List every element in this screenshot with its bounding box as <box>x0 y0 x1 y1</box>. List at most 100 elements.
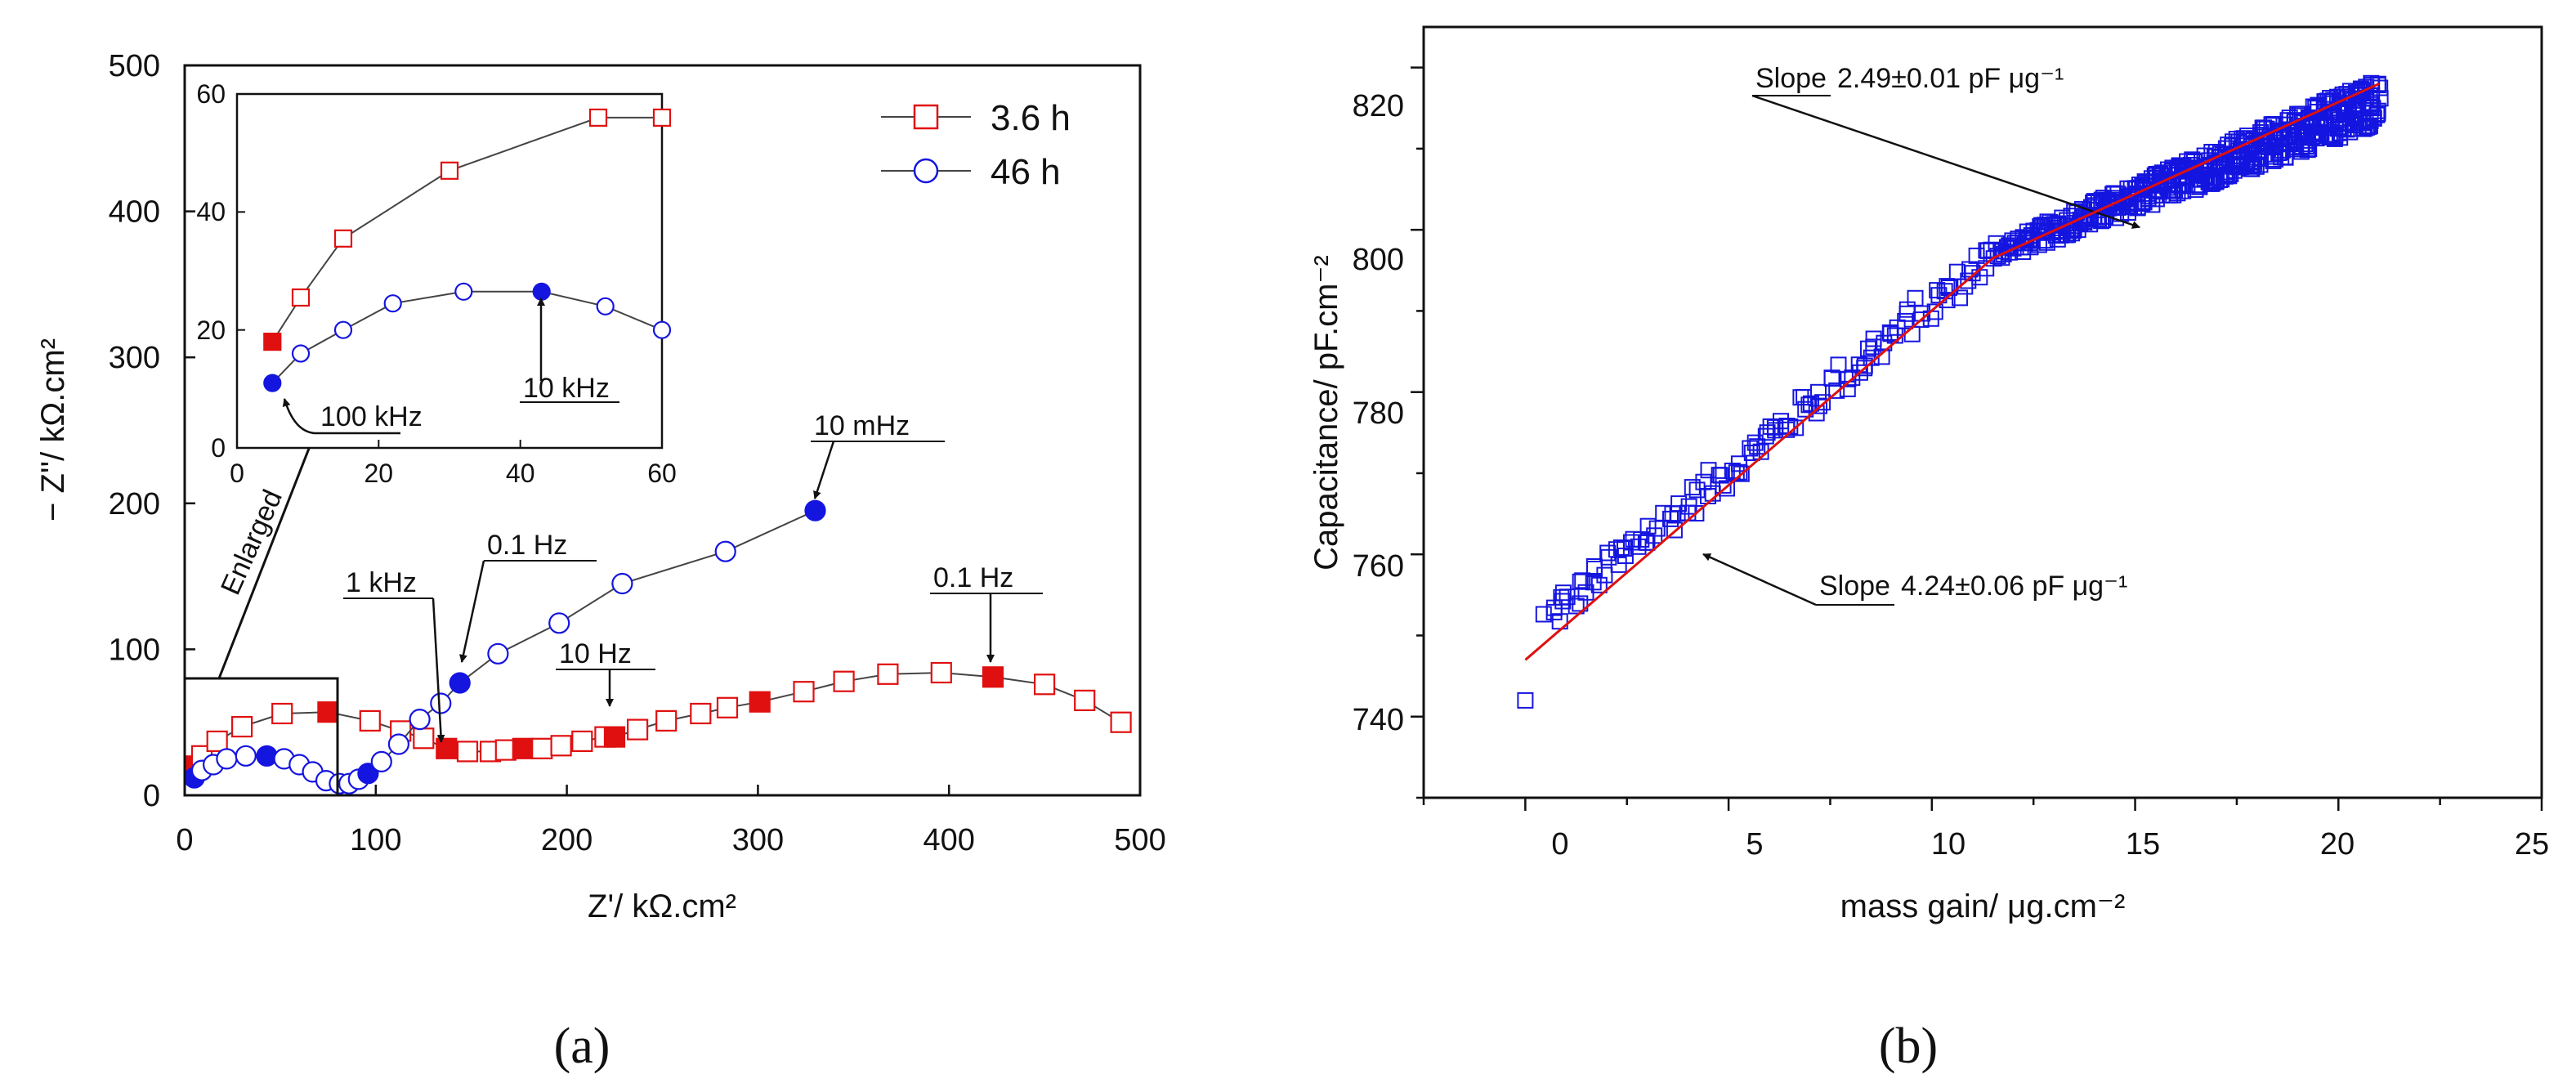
chart-a-annotation-leader <box>813 441 835 499</box>
series-46h-point <box>487 642 509 665</box>
chart-b-ytick-label: 740 <box>1353 703 1404 737</box>
chart-b-ylabel: Capacitance/ pF.cm⁻² <box>1308 255 1344 571</box>
series-36h-point <box>456 741 479 763</box>
chart-b: 0 5 10 15 20 25 740 760 780 800 820 mass… <box>1308 25 2549 1074</box>
capacitance-point <box>2369 75 2386 92</box>
series-36h-point <box>1074 689 1096 712</box>
chart-b-ytick-label: 800 <box>1353 243 1404 277</box>
capacitance-point <box>1773 413 1789 430</box>
series-36h-point <box>512 737 534 759</box>
chart-b-series <box>1517 74 2389 709</box>
legend-label-46h: 46 h <box>991 152 1061 192</box>
inset-series-36h-point <box>588 108 608 127</box>
inset-series-46h-point <box>263 374 282 392</box>
capacitance-point <box>1554 593 1572 610</box>
chart-a-inset-xtick-label: 20 <box>364 459 394 488</box>
chart-a-ytick-label: 300 <box>109 341 160 375</box>
chart-a-inset-ytick-label: 40 <box>196 197 226 226</box>
chart-a-inset-frame <box>235 92 664 450</box>
inset-series-46h-point <box>291 344 311 363</box>
chart-a-annotation-10mhz: 10 mHz <box>814 410 910 441</box>
series-46h-point <box>235 745 257 767</box>
series-36h-point <box>271 702 293 725</box>
chart-a-annotation-10khz: 10 kHz <box>523 373 610 404</box>
chart-b-annotation-leader <box>1751 94 2140 229</box>
inset-series-36h-point <box>291 288 311 307</box>
capacitance-point <box>1762 418 1779 435</box>
chart-b-ytick-label: 820 <box>1353 89 1404 123</box>
capacitance-point <box>1810 383 1827 401</box>
series-46h-point <box>216 748 238 770</box>
chart-a-annotation-leader <box>282 398 400 435</box>
chart-b-xlabel: mass gain/ μg.cm⁻² <box>1840 888 2126 924</box>
chart-b-xtick-labels: 0 5 10 15 20 25 <box>1551 827 2549 862</box>
series-36h-point <box>1110 711 1132 733</box>
capacitance-point <box>1585 558 1603 575</box>
series-36h-point <box>930 661 952 684</box>
capacitance-point <box>1733 465 1750 482</box>
capacitance-point <box>1830 356 1847 374</box>
chart-b-panel-label: (b) <box>1879 1018 1938 1074</box>
chart-a-series <box>183 499 1132 794</box>
capacitance-point <box>1568 597 1585 615</box>
capacitance-point <box>1639 517 1657 535</box>
series-46h-point <box>357 763 379 785</box>
chart-b-ytick-label: 780 <box>1353 396 1404 431</box>
chart-a-inset-ytick-label: 60 <box>196 79 226 109</box>
capacitance-point <box>1787 419 1805 436</box>
chart-a-inset-series <box>263 108 672 392</box>
chart-b-slope-value: 4.24±0.06 pF μg⁻¹ <box>1901 571 2127 602</box>
capacitance-point <box>1960 272 1977 289</box>
chart-a-annotation-enlarged: Enlarged <box>215 486 288 600</box>
capacitance-point <box>2345 102 2362 119</box>
chart-a-annotation-leader <box>432 597 445 743</box>
chart-b-ytick-labels: 740 760 780 800 820 <box>1353 89 1404 737</box>
series-36h-point <box>749 691 771 713</box>
series-36h-point <box>550 735 572 757</box>
capacitance-point <box>1688 505 1705 521</box>
chart-b-xtick-label: 5 <box>1746 827 1763 862</box>
capacitance-point <box>1670 495 1688 512</box>
chart-a-annotation-10hz: 10 Hz <box>559 638 632 669</box>
series-46h-point <box>714 540 736 562</box>
capacitance-point <box>1666 521 1683 539</box>
series-36h-point <box>317 701 339 723</box>
chart-a-inset-xtick-label: 60 <box>647 459 677 488</box>
chart-a-annotation-0p1hz-46h: 0.1 Hz <box>487 530 567 561</box>
capacitance-point <box>1939 278 1956 295</box>
chart-b-xtick-label: 15 <box>2126 827 2160 862</box>
chart-a-inset-ytick-label: 20 <box>196 316 226 345</box>
chart-a-xlabel: Z'/ kΩ.cm² <box>588 888 736 924</box>
capacitance-point <box>1596 566 1613 584</box>
inset-series-46h-point <box>454 282 473 301</box>
chart-a-ytick-label: 100 <box>109 633 160 667</box>
chart-b-slope-annotation-upper: Slope 2.49±0.01 pF μg⁻¹ <box>1751 63 2140 229</box>
chart-b-ticks <box>1411 66 2543 811</box>
chart-a-annotation-leader <box>459 560 485 663</box>
series-36h-point <box>655 709 678 732</box>
series-36h-point <box>877 663 899 685</box>
chart-b-xtick-label: 20 <box>2320 827 2355 862</box>
capacitance-point <box>1590 576 1608 593</box>
capacitance-point <box>1715 477 1732 494</box>
legend-marker-36h <box>913 104 939 130</box>
capacitance-point <box>1517 691 1534 709</box>
inset-series-46h-point <box>532 282 551 301</box>
chart-b-annotation-leader <box>1702 553 1817 606</box>
chart-a-inset-xtick-label: 0 <box>230 459 244 488</box>
legend-marker-46h <box>913 158 939 184</box>
chart-a-frequency-annotations: 1 kHz 0.1 Hz 10 Hz 10 mHz 0.1 Hz <box>343 410 1043 743</box>
chart-a-inset-ticks <box>236 93 663 449</box>
series-46h-point <box>611 572 633 595</box>
chart-a-xtick-label: 200 <box>541 823 593 857</box>
capacitance-point <box>1731 463 1748 481</box>
capacitance-point <box>1554 584 1572 602</box>
series-46h-point <box>548 612 570 634</box>
chart-a-inset: 0 20 40 60 0 20 40 60 100 kHz 10 kHz <box>196 79 676 488</box>
series-36h-point <box>359 709 381 732</box>
capacitance-point <box>1873 348 1890 365</box>
capacitance-point <box>2368 106 2386 123</box>
capacitance-point <box>1700 462 1717 479</box>
series-36h-point <box>531 737 553 759</box>
series-36h-point <box>206 730 228 753</box>
